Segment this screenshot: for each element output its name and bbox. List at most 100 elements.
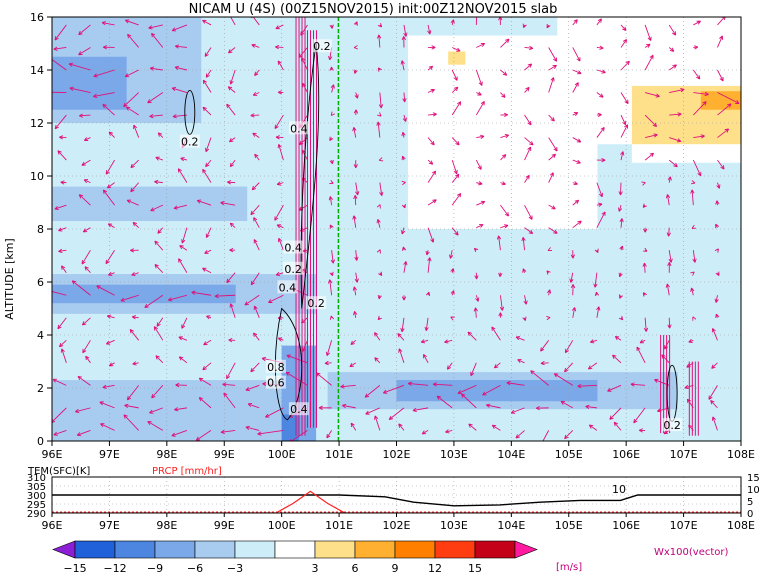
wind-vector-391	[548, 172, 554, 183]
wind-vector-383	[540, 361, 549, 366]
wind-vector-435	[596, 45, 604, 50]
wind-vector-361	[515, 430, 525, 439]
wind-vector-78	[151, 385, 164, 399]
wind-vector-53	[92, 92, 115, 98]
wind-vector-31	[81, 159, 91, 166]
sub-x-tick-label-9: 105E	[555, 519, 583, 532]
wind-vector-178	[275, 271, 284, 276]
wind-vector-452	[620, 92, 629, 105]
wind-vector-291	[425, 291, 431, 297]
wind-vector-75	[124, 19, 139, 26]
colorbar-box-6	[314, 540, 356, 559]
wind-vector-103	[179, 245, 188, 251]
wind-vector-403	[564, 340, 574, 354]
wind-vector-19	[76, 429, 91, 437]
wind-vector-412	[572, 137, 582, 143]
wind-vector-365	[515, 336, 525, 341]
wind-vector-30	[83, 179, 91, 184]
wind-vector-362	[510, 407, 525, 414]
sub-x-tick-label-11: 107E	[670, 519, 698, 532]
wind-vector-503	[691, 224, 697, 229]
wind-vector-369	[521, 236, 526, 251]
wind-vector-37	[78, 24, 91, 36]
wind-vector-57	[123, 414, 140, 431]
wind-vector-42	[105, 339, 115, 345]
wind-vector-515	[708, 385, 718, 400]
wind-vector-245	[353, 45, 359, 50]
wind-vector-246	[353, 21, 358, 26]
wind-vector-15	[52, 91, 67, 93]
wind-vector-467	[641, 181, 646, 186]
wind-vector-65	[130, 248, 139, 253]
wind-vector-232	[350, 339, 357, 346]
wind-vector-49	[106, 182, 115, 189]
wind-vector-77	[149, 407, 163, 414]
wind-vector-406	[569, 272, 574, 283]
wind-vector-154	[245, 384, 260, 392]
wind-vector-257	[376, 204, 381, 209]
wind-vector-347	[498, 312, 503, 318]
wind-vector-324	[461, 393, 477, 409]
wind-vector-340	[476, 43, 486, 48]
wind-vector-283	[401, 36, 406, 48]
wind-vector-430	[596, 158, 606, 163]
wind-vector-530	[717, 35, 724, 48]
wind-vector-507	[693, 134, 705, 139]
colorbar: −15 −12 −9 −6 −3 3 6 9 12 15 [m/s] Wx100(vector)	[52, 540, 729, 575]
wind-vector-180	[276, 224, 284, 229]
wind-vector-371	[524, 204, 533, 220]
wind-vector-328	[473, 307, 478, 318]
wind-vector-278	[401, 155, 406, 161]
wind-vector-45	[107, 271, 115, 276]
wind-vector-317	[451, 137, 460, 146]
wind-vector-119	[206, 315, 212, 320]
wind-vector-44	[96, 285, 115, 296]
wind-vector-0	[53, 429, 67, 436]
wind-vector-399	[564, 430, 574, 440]
wind-vector-32	[83, 137, 91, 141]
wind-vector-223	[330, 111, 336, 116]
wind-vector-61	[129, 329, 140, 341]
wind-vector-418	[588, 424, 598, 431]
wind-vector-181	[274, 204, 284, 221]
x-tick-label-0: 96E	[42, 448, 63, 461]
colorbar-label-5: 3	[312, 562, 319, 575]
wind-vector-71	[125, 106, 139, 116]
wind-vector-185	[274, 114, 284, 130]
wind-vector-313	[451, 227, 459, 236]
wind-vector-402	[564, 362, 574, 373]
wind-vector-465	[643, 227, 648, 233]
sub-x-tick-label-10: 106E	[612, 519, 640, 532]
wind-vector-175	[277, 337, 284, 342]
wind-vector-184	[275, 135, 284, 140]
wind-vector-459	[636, 346, 646, 364]
wind-vector-160	[253, 239, 260, 251]
wind-vector-251	[374, 332, 381, 341]
main-x-axis: 96E 97E 98E 99E 100E 101E 102E 103E 104E 105E 106E…	[42, 441, 755, 461]
sub-left-tick-0: 310	[27, 473, 46, 484]
wind-vector-504	[690, 189, 695, 206]
wind-vector-438	[609, 407, 622, 420]
sub-axes: 96E 97E 98E 99E 100E 101E 102E 103E 104E 105E 106E…	[27, 473, 760, 532]
wind-vector-256	[376, 218, 381, 228]
wind-vector-130	[205, 69, 212, 78]
wind-vector-319	[451, 86, 459, 93]
wind-vector-366	[522, 316, 527, 321]
wind-vector-486	[667, 176, 672, 183]
wind-vector-311	[450, 268, 455, 273]
sub-plot: TEM(SFC)[K] PRCP [mm/hr] 10 96E 97E 98E 99E…	[27, 466, 760, 532]
wind-vector-23	[82, 340, 91, 354]
wind-vector-364	[517, 359, 525, 364]
wind-vector-327	[467, 331, 477, 341]
sub-right-tick-3: 0	[747, 509, 753, 520]
wind-vector-122	[204, 249, 212, 254]
wind-vector-50	[105, 159, 115, 175]
wind-vector-46	[105, 249, 115, 265]
sub-x-tick-label-8: 104E	[497, 519, 525, 532]
wind-vector-525	[717, 159, 725, 170]
wind-vector-351	[500, 224, 509, 229]
wind-vector-521	[714, 248, 719, 253]
wind-vector-411	[572, 159, 581, 164]
sub-left-tick-3: 295	[27, 500, 46, 511]
wind-vector-280	[402, 114, 407, 122]
